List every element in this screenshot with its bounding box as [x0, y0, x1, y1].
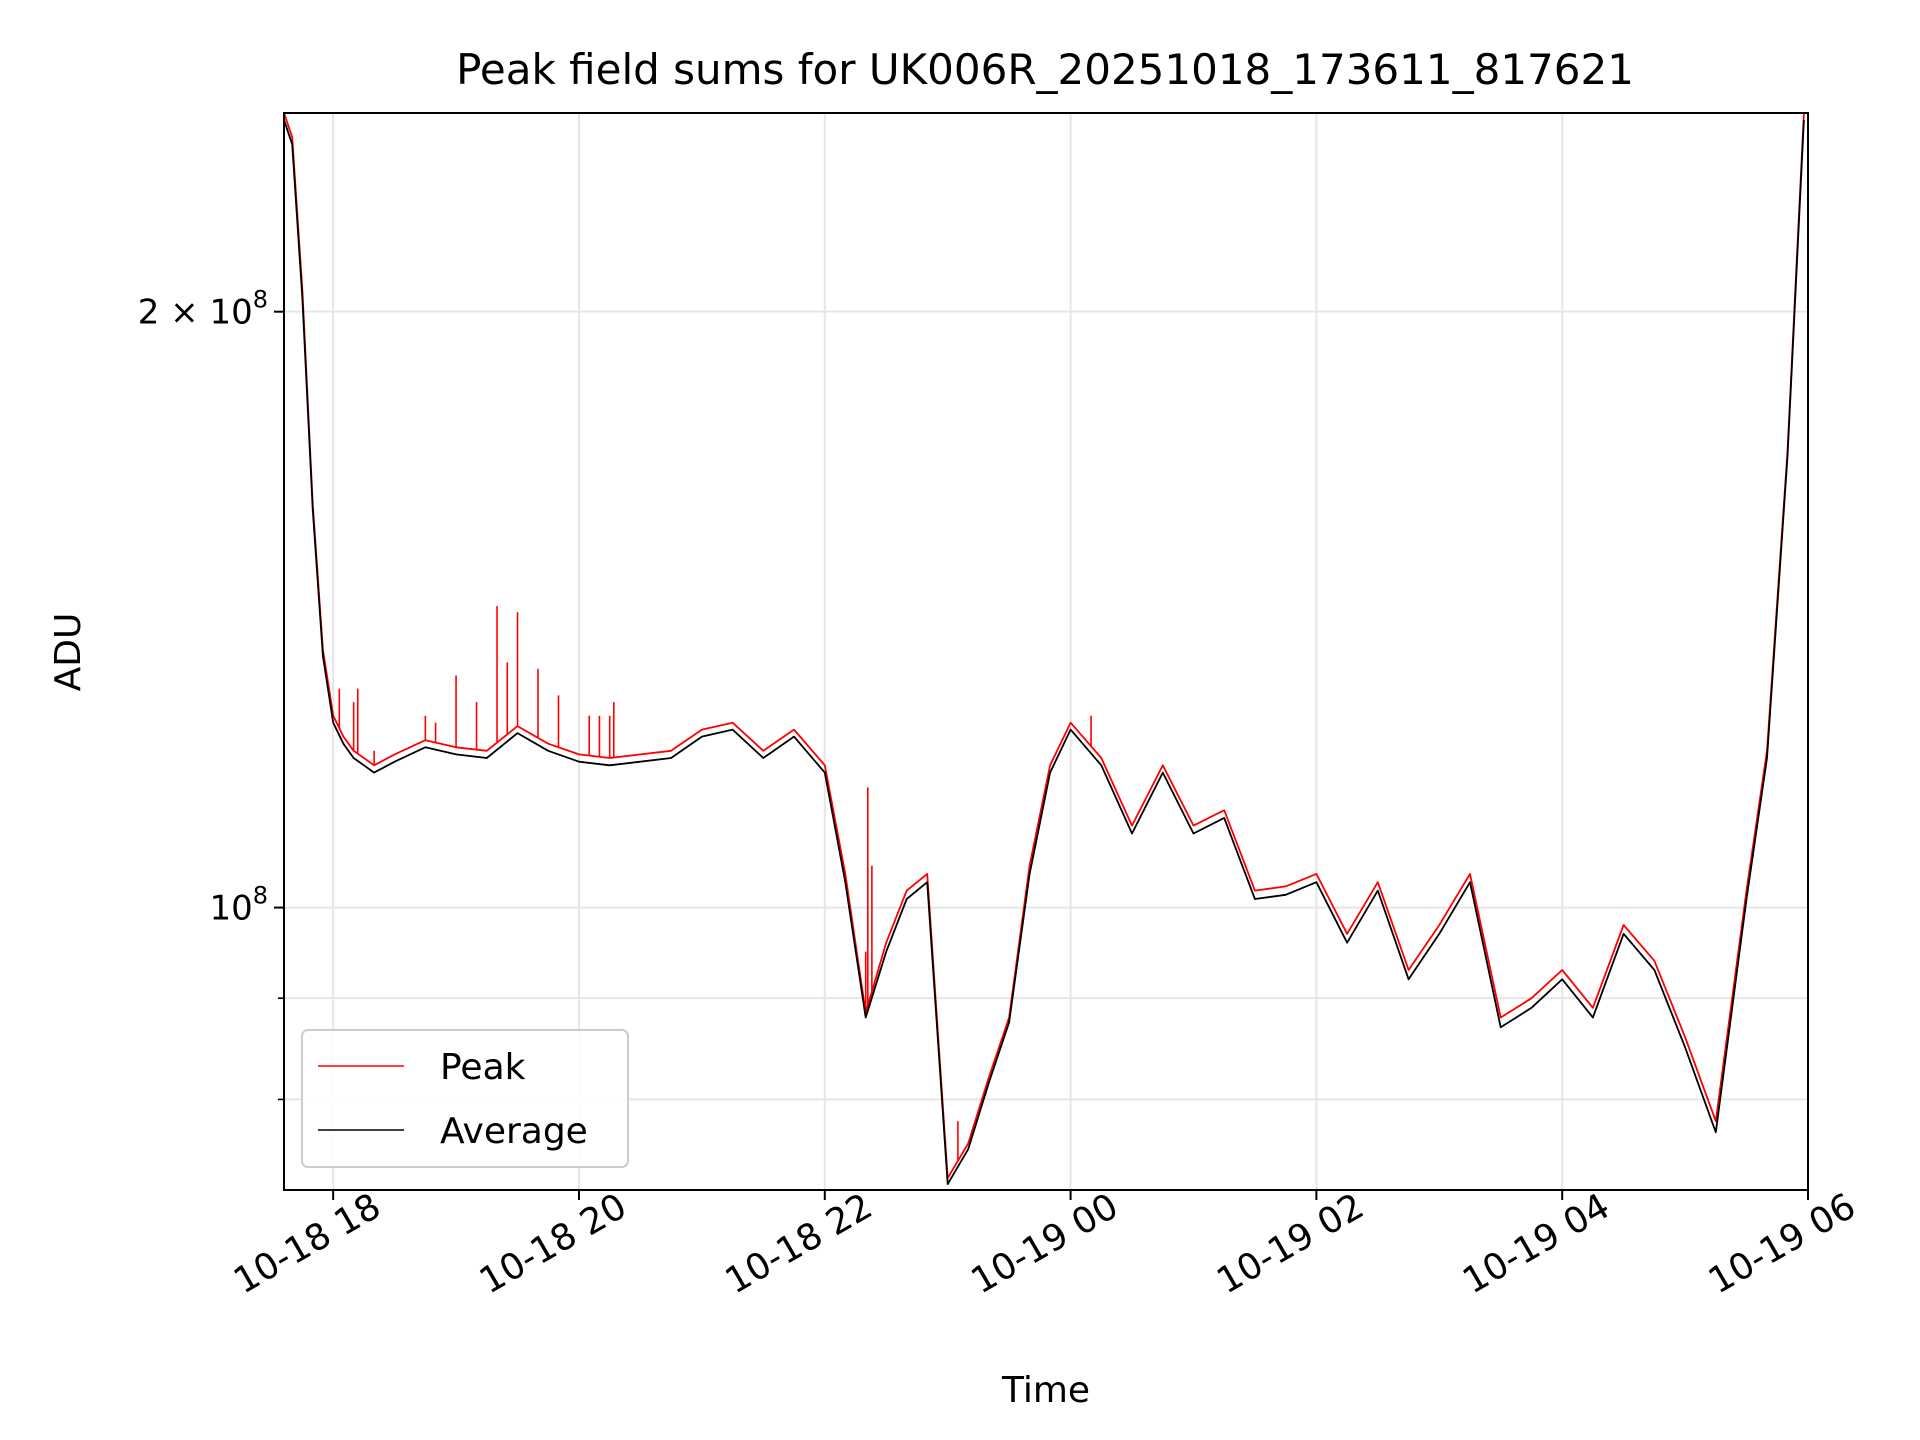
series-lines [284, 113, 1805, 1185]
y-axis-label: ADU [48, 613, 89, 692]
legend-label-average: Average [440, 1111, 588, 1152]
y-tick-label: 108 [209, 882, 268, 929]
y-tick-exponent: 8 [253, 286, 268, 314]
series-line-average [284, 119, 1805, 1185]
legend: Peak Average [301, 1029, 629, 1168]
legend-box [301, 1029, 629, 1168]
y-tick-mantissa: 2 × [138, 293, 210, 333]
series-line-peak [284, 113, 1805, 1179]
y-tick-base: 10 [209, 293, 252, 333]
chart-title: Peak field sums for UK006R_20251018_1736… [456, 45, 1634, 94]
x-axis-label: Time [1001, 1370, 1090, 1411]
y-tick-exponent: 8 [253, 882, 268, 910]
grid [284, 113, 1808, 1190]
y-tick-base: 10 [209, 889, 252, 929]
y-tick-label: 2 × 108 [138, 286, 268, 333]
plot-frame [283, 112, 1809, 1191]
legend-label-peak: Peak [440, 1047, 526, 1088]
series-group [284, 113, 1805, 1185]
